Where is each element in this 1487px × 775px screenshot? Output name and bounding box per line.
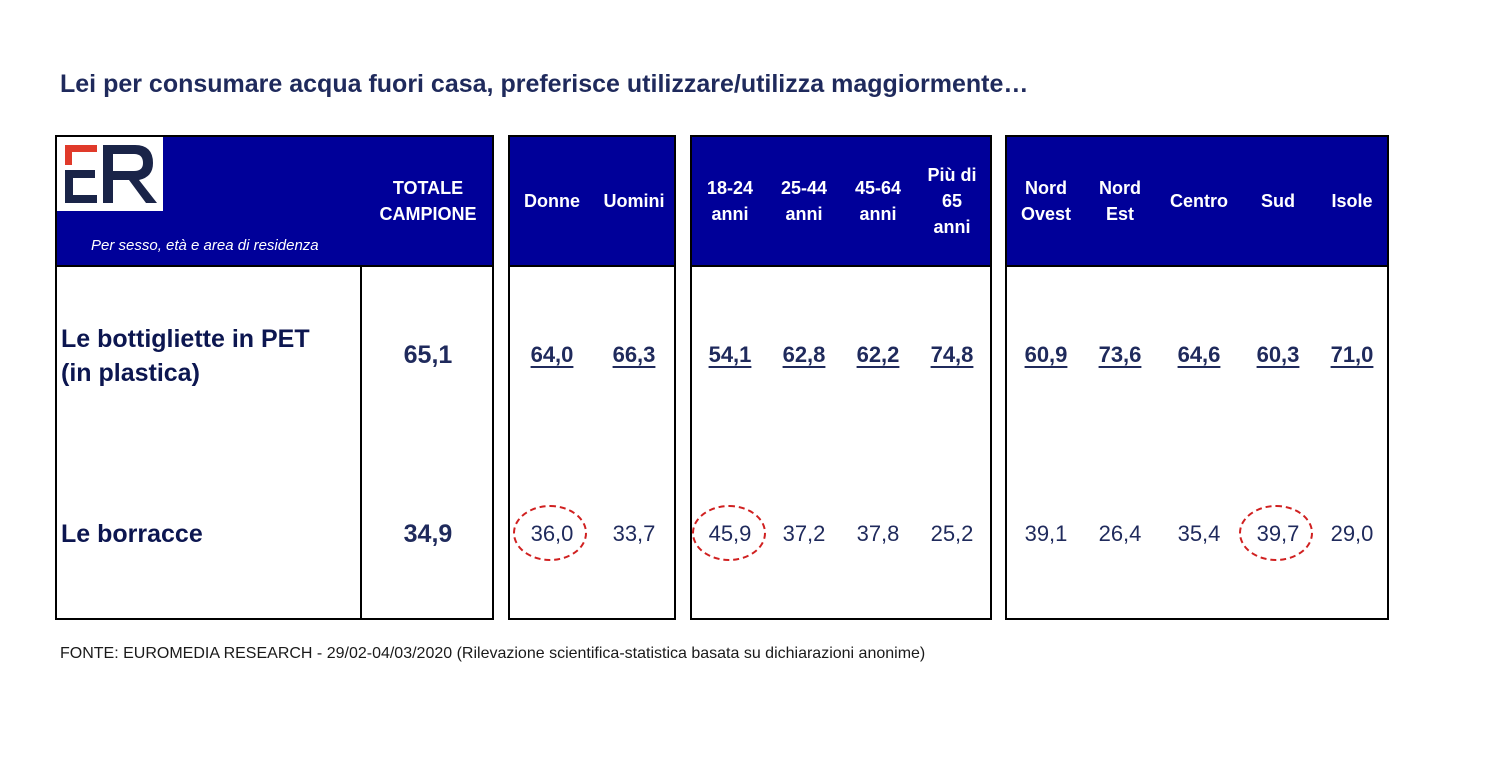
header-line: Nord (1025, 178, 1067, 198)
header-line: anni (711, 204, 749, 224)
cell-value: 35,4 (1177, 521, 1221, 546)
col-18-24: 18-24 anni (696, 137, 764, 265)
cell-totale: 65,1 (403, 340, 453, 369)
cell-value: 60,9 (1024, 342, 1068, 367)
header-line: anni (933, 217, 971, 237)
header-bar: 18-24 anni 25-44 anni 45-64 anni Più di 65 an… (692, 137, 990, 267)
cell-value: 73,6 (1098, 342, 1142, 367)
header-label: Centro (1170, 191, 1228, 211)
row-label: Le bottigliette in PET (in plastica) (61, 322, 310, 390)
cell-value: 66,3 (612, 342, 656, 367)
highlight-circle (692, 505, 766, 561)
header-totale-line: TOTALE (392, 178, 464, 198)
cell-value: 64,6 (1177, 342, 1221, 367)
source-note: FONTE: EUROMEDIA RESEARCH - 29/02-04/03/… (60, 645, 926, 662)
cell-totale: 34,9 (403, 519, 453, 548)
header-label: Sud (1261, 191, 1295, 211)
col-isole: Isole (1317, 137, 1387, 265)
header-label: Uomini (603, 191, 665, 211)
cell-value: 25,2 (930, 521, 974, 546)
cell-value: 29,0 (1330, 521, 1374, 546)
row-label-line: Le bottigliette in PET (61, 325, 310, 353)
header-line: anni (785, 204, 823, 224)
highlight-circle (513, 505, 587, 561)
cell-value: 64,0 (530, 342, 574, 367)
header-line: 45-64 (854, 178, 902, 198)
highlight-circle (1239, 505, 1313, 561)
page-title: Lei per consumare acqua fuori casa, pref… (60, 70, 1029, 98)
header-line: Più di (927, 165, 977, 185)
er-logo-icon (65, 145, 157, 203)
cell-value: 54,1 (708, 342, 752, 367)
header-line: 18-24 (706, 178, 754, 198)
header-line: 25-44 (780, 178, 828, 198)
col-nord-ovest: Nord Ovest (1011, 137, 1081, 265)
row-label-line: Le borracce (61, 520, 203, 548)
col-25-44: 25-44 anni (770, 137, 838, 265)
cell-value: 62,2 (856, 342, 900, 367)
col-centro: Centro (1160, 137, 1238, 265)
col-45-64: 45-64 anni (844, 137, 912, 265)
header-line: Est (1105, 204, 1134, 224)
cell-value: 74,8 (930, 342, 974, 367)
header-line: Nord (1099, 178, 1141, 198)
divider (360, 265, 362, 618)
cell-value: 39,1 (1024, 521, 1068, 546)
col-totale: TOTALE CAMPIONE (362, 137, 494, 265)
cell-value: 26,4 (1098, 521, 1142, 546)
cell-value: 37,8 (856, 521, 900, 546)
header-line: Ovest (1020, 204, 1072, 224)
col-uomini: Uomini (596, 137, 672, 265)
col-donne: Donne (514, 137, 590, 265)
cell-value: 60,3 (1256, 342, 1300, 367)
col-nord-est: Nord Est (1085, 137, 1155, 265)
cell-value: 37,2 (782, 521, 826, 546)
header-bar: Per sesso, età e area di residenza TOTAL… (57, 137, 492, 267)
cell-value: 71,0 (1330, 342, 1374, 367)
block-eta: 18-24 anni 25-44 anni 45-64 anni Più di 65 an… (690, 135, 992, 620)
subtitle: Per sesso, età e area di residenza (91, 237, 319, 254)
header-label: Isole (1331, 191, 1373, 211)
block-area: Nord Ovest Nord Est Centro Sud Isole 60,9 … (1005, 135, 1389, 620)
cell-value: 33,7 (612, 521, 656, 546)
logo (57, 137, 163, 211)
row-label: Le borracce (61, 517, 203, 551)
block-sesso: Donne Uomini 64,0 66,3 36,0 33,7 (508, 135, 676, 620)
header-bar: Nord Ovest Nord Est Centro Sud Isole (1007, 137, 1387, 267)
block-totale: Per sesso, età e area di residenza TOTAL… (55, 135, 494, 620)
row-label-line: (in plastica) (61, 359, 200, 387)
header-line: 65 (941, 191, 963, 211)
header-line: anni (859, 204, 897, 224)
col-sud: Sud (1243, 137, 1313, 265)
header-totale-line: CAMPIONE (379, 204, 477, 224)
cell-value: 62,8 (782, 342, 826, 367)
col-piu-di-65: Più di 65 anni (918, 137, 986, 265)
header-bar: Donne Uomini (510, 137, 674, 267)
header-label: Donne (524, 191, 580, 211)
